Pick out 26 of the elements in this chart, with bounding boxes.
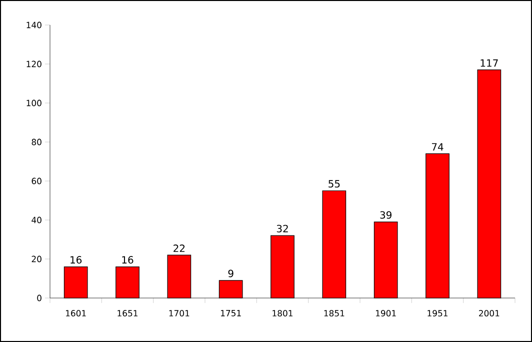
- y-tick-label: 100: [26, 100, 42, 106]
- x-tick-label: 1701: [169, 310, 190, 316]
- data-label: 55: [328, 180, 340, 188]
- y-tick-label: 80: [32, 138, 42, 146]
- data-label: 74: [432, 143, 444, 150]
- y-tick-label: 60: [32, 178, 42, 184]
- y-tick-label: 120: [26, 60, 42, 68]
- x-tick-label: 1851: [324, 310, 344, 316]
- data-label: 16: [122, 256, 134, 264]
- data-label: 32: [276, 224, 288, 232]
- y-tick-label: 20: [32, 256, 42, 262]
- data-label: 39: [380, 211, 392, 219]
- y-tick-label: 0: [37, 294, 42, 302]
- data-label: 16: [70, 256, 82, 264]
- x-tick-label: 1801: [272, 310, 292, 316]
- x-tick-label: 2001: [479, 310, 500, 316]
- data-label: 22: [174, 244, 185, 252]
- data-label: 9: [228, 270, 234, 278]
- data-label: 117: [480, 59, 498, 67]
- x-tick-label: 1751: [221, 310, 241, 316]
- y-tick-label: 140: [26, 22, 42, 28]
- x-tick-label: 1601: [66, 310, 86, 316]
- x-tick-label: 1651: [118, 310, 138, 316]
- y-tick-label: 40: [32, 216, 42, 224]
- x-tick-label: 1901: [376, 310, 396, 316]
- x-tick-label: 1951: [428, 310, 448, 316]
